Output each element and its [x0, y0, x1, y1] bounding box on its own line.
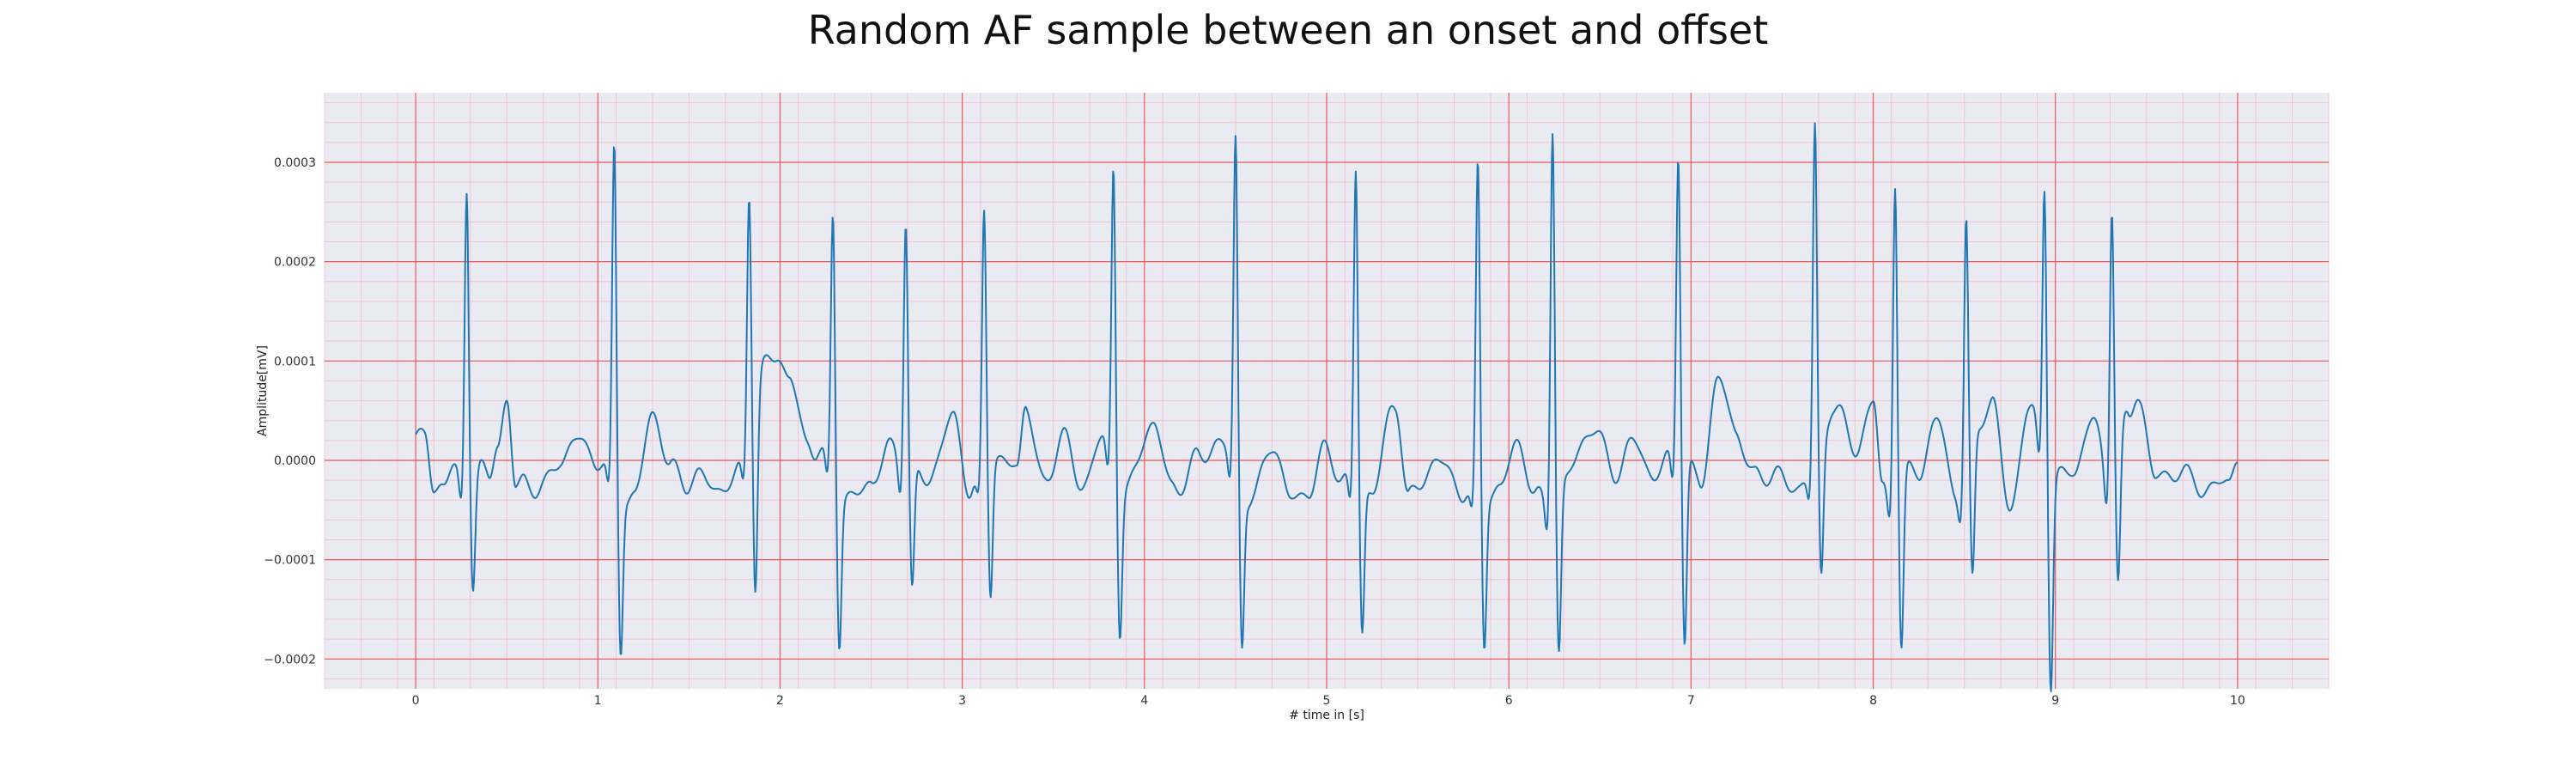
y-tick-label: −0.0002	[264, 653, 316, 666]
major-grid	[325, 93, 2329, 689]
x-tick-label: 10	[2230, 694, 2245, 708]
x-axis-label: # time in [s]	[1289, 709, 1364, 722]
x-axis-ticks: 0 1 2 3 4 5 6 7 8 9 10	[412, 694, 2245, 708]
x-tick-label: 3	[958, 694, 966, 708]
x-tick-label: 4	[1140, 694, 1148, 708]
x-tick-label: 5	[1323, 694, 1331, 708]
y-axis-ticks: −0.0002 −0.0001 0.0000 0.0001 0.0002 0.0003	[264, 156, 316, 666]
x-tick-label: 8	[1869, 694, 1877, 708]
signal-line	[415, 122, 2239, 693]
x-tick-label: 9	[2051, 694, 2059, 708]
x-tick-label: 7	[1687, 694, 1695, 708]
x-tick-label: 0	[412, 694, 420, 708]
y-axis-label: Amplitude[mV]	[256, 345, 270, 436]
chart-title: Random AF sample between an onset and of…	[807, 7, 1769, 53]
y-tick-label: −0.0001	[264, 554, 316, 568]
y-tick-label: 0.0003	[274, 156, 316, 170]
x-tick-label: 6	[1505, 694, 1513, 708]
y-tick-label: 0.0002	[274, 256, 316, 270]
y-tick-label: 0.0000	[274, 454, 316, 468]
x-tick-label: 1	[594, 694, 602, 708]
x-tick-label: 2	[776, 694, 784, 708]
y-tick-label: 0.0001	[274, 355, 316, 368]
